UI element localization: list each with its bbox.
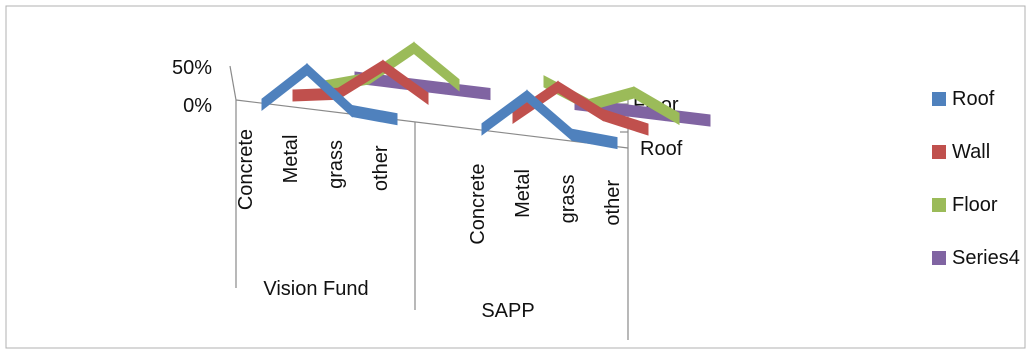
- ribbon-segment-wall-2: [382, 59, 429, 105]
- legend-swatch-series4: [932, 251, 946, 265]
- legend-swatch-roof: [932, 92, 946, 106]
- legend-label-floor: Floor: [952, 194, 998, 216]
- category-label-6: grass: [557, 175, 579, 224]
- category-label-5: Metal: [512, 169, 534, 218]
- series-layer: [261, 41, 711, 150]
- legend-label-wall: Wall: [952, 141, 990, 163]
- plot-walls: [229, 65, 629, 340]
- ribbon-segment-floor-2: [413, 41, 460, 92]
- legend-label-series4: Series4: [952, 247, 1020, 269]
- legend-swatch-floor: [932, 198, 946, 212]
- category-label-2: grass: [325, 140, 347, 189]
- legend-swatch-wall: [932, 145, 946, 159]
- category-label-3: other: [370, 145, 392, 191]
- legend: Roof Wall Floor Series4: [932, 88, 1020, 269]
- ribbon-segment-roof-6: [571, 128, 618, 150]
- category-label-4: Concrete: [467, 164, 489, 245]
- series-roof: [261, 62, 618, 150]
- y-tick-label-1: 50%: [172, 57, 212, 79]
- group-label-vision-fund: Vision Fund: [263, 278, 368, 300]
- category-label-7: other: [602, 180, 624, 226]
- y-tick-label-0: 0%: [183, 95, 212, 117]
- ribbon-segment-roof-2: [351, 104, 398, 126]
- legend-label-roof: Roof: [952, 88, 995, 110]
- category-label-0: Concrete: [235, 129, 257, 210]
- category-label-1: Metal: [280, 135, 302, 184]
- chart-frame: [5, 5, 1026, 349]
- depth-label-roof: Roof: [640, 138, 683, 160]
- ribbon-segment-floor-6: [633, 86, 680, 126]
- group-label-sapp: SAPP: [481, 300, 534, 322]
- category-layer: Concrete Metal grass other Concrete Metal gras…: [235, 129, 624, 245]
- ribbon-segment-wall-6: [602, 108, 649, 136]
